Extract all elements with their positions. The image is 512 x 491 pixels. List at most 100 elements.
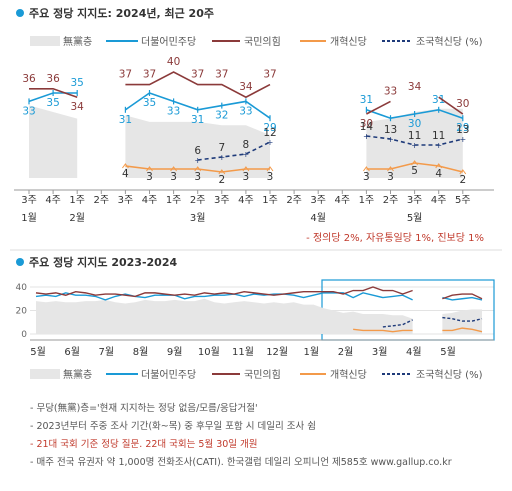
top-x-tick-label: 3주 [118,195,134,206]
gukmin-data-label: 34 [239,81,253,93]
gaehyeok-data-label: 3 [387,171,394,183]
gaehyeok-data-label: 4 [122,168,129,180]
gaehyeok-data-label: 3 [146,171,153,183]
minju-data-label: 33 [22,105,35,117]
gaehyeok-data-label: 3 [170,171,177,183]
gukmin-data-label: 40 [167,56,180,68]
bottom-x-month-label: 12월 [266,346,288,358]
top-x-tick-label: 3주 [407,195,423,206]
gaehyeok-marker [146,166,153,172]
jogug-data-label: 11 [432,130,445,142]
top-x-tick-label: 1주 [69,195,85,206]
top-x-tick-label: 3주 [214,195,230,206]
gukmin-data-label: 37 [143,69,156,81]
gukmin-data-label: 37 [215,69,228,81]
top-x-month-label: 4월 [310,212,326,224]
gukmin-line-0 [29,88,78,98]
minju-data-label: 33 [239,105,252,117]
gaehyeok-marker [194,166,202,172]
top-x-tick-label: 4주 [335,195,351,206]
legend-label-jogug: 조국혁신당 (%) [416,36,483,48]
top-x-tick-label: 4주 [431,195,447,206]
bottom-x-month-label: 2월 [338,346,354,358]
gaehyeok-marker [242,166,250,172]
bottom-gukmin-line-1 [442,293,483,300]
gaehyeok-line-0 [125,165,270,173]
bottom-x-month-label: 10월 [198,346,220,358]
minju-data-label: 32 [215,110,228,122]
bottom-x-month-label: 8월 [133,346,149,358]
bottom-x-month-label: 6월 [64,346,80,358]
jogug-marker: + [194,156,201,165]
legend-label-gaehyeok: 개혁신당 [330,36,367,48]
minju-data-label: 35 [46,97,59,109]
gaehyeok-data-label: 3 [243,171,250,183]
jogug-marker: + [459,135,466,144]
gukmin-data-label: 37 [191,69,204,81]
top-x-tick-label: 4주 [238,195,254,206]
gukmin-data-label: 36 [46,73,60,85]
gukmin-data-label: 34 [408,81,422,93]
top-x-tick-label: 1주 [262,195,278,206]
bottom-x-month-label: 7월 [99,346,115,358]
top-x-tick-label: 3주 [310,195,326,206]
bottom-gaehyeok-line-0 [353,328,413,333]
top-x-tick-label: 1주 [359,195,375,206]
gaehyeok-data-label: 4 [435,168,442,180]
gaehyeok-marker [387,166,394,172]
mudang-area-1 [125,115,271,178]
jogug-line-0 [197,141,271,161]
legend-swatch-mudang [30,36,60,46]
bottom-x-month-label: 9월 [167,346,183,358]
gaehyeok-data-label: 2 [459,174,466,186]
minju-data-label: 29 [456,122,469,134]
bottom-x-month-label: 4월 [406,346,422,358]
jogug-marker: + [267,138,274,147]
gukmin-data-label: 37 [263,69,276,81]
top-x-tick-label: 2주 [383,195,399,206]
top-x-tick-label: 4주 [45,195,61,206]
bottom-minju-line-1 [442,296,483,301]
minju-data-label: 31 [191,114,204,126]
jogug-marker: + [363,132,370,141]
mudang-area-0 [29,105,78,178]
jogug-marker: + [435,141,442,150]
legend-label-minju: 더불어민주당 [141,36,196,48]
jogug-data-label: 11 [408,130,421,142]
jogug-data-label: 13 [384,124,397,136]
bottom-x-month-label: 5월 [440,346,456,358]
bottom-gukmin-line-0 [35,286,413,298]
gukmin-data-label: 37 [119,69,132,81]
gaehyeok-data-label: 3 [194,171,201,183]
gaehyeok-marker [459,169,467,175]
title-bullet-icon [16,9,24,17]
top-x-tick-label: 5주 [455,195,471,206]
legend2-swatch-mudang [30,369,60,379]
bottom-legend: 無黨층 더불어민주당 국민의힘 개혁신당 조국혁신당 (%) [30,368,483,381]
mudang-area-2 [366,108,463,178]
gaehyeok-marker [218,169,226,175]
note-line-1: - 무당(無黨)층='현재 지지하는 정당 없음/모름/응답거절' [30,402,258,414]
jogug-data-label: 14 [360,121,374,133]
bottom-chart-title: 주요 정당 지지도 2023-2024 [29,255,177,269]
minju-data-label: 35 [71,77,84,89]
jogug-marker: + [243,150,250,159]
top-legend: 無黨층 더불어민주당 국민의힘 개혁신당 조국혁신당 (%) [30,35,483,48]
gukmin-line-3 [438,96,464,115]
notes: - 무당(無黨)층='현재 지지하는 정당 없음/모름/응답거절' - 2023… [30,402,452,468]
bottom-mudang-area-0 [36,298,413,334]
gukmin-data-label: 30 [360,118,373,130]
minju-data-label: 31 [360,94,373,106]
gaehyeok-marker [411,160,418,166]
gukmin-data-label: 33 [384,85,397,97]
bottom-x-month-label: 1월 [304,346,320,358]
minju-data-label: 31 [432,94,445,106]
bottom-y-tick-label: 20 [16,307,28,317]
top-x-month-label: 1월 [21,212,37,224]
bottom-jogug-line-1 [442,316,483,322]
jogug-data-label: 8 [243,139,250,151]
note-line-4: - 매주 전국 유권자 약 1,000명 전화조사(CATI). 한국갤럽 데일… [30,456,452,468]
legend-label-mudang: 無黨층 [63,35,92,48]
minju-data-label: 30 [408,118,421,130]
bottom-jogug-line-0 [382,319,413,328]
